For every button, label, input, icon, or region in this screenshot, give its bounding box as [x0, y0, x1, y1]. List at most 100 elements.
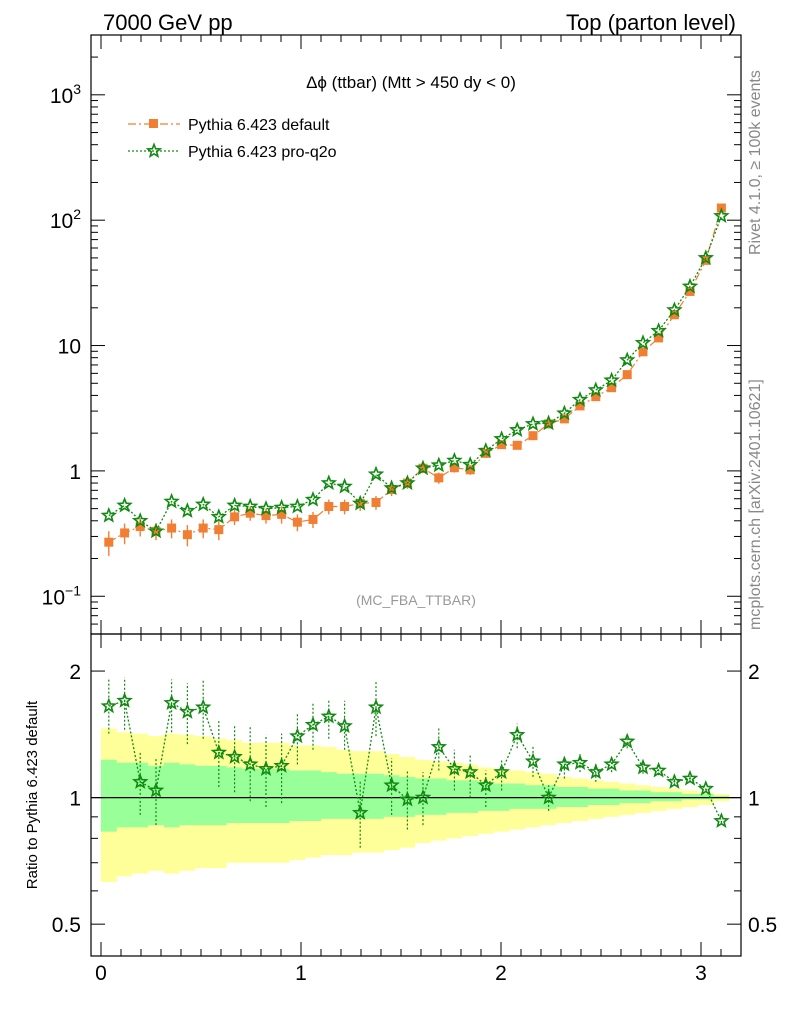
series-proq2o-point: [320, 474, 338, 491]
ratio-plot: 2 2 1 1 0.5 0.5 0 1 2 3: [52, 633, 777, 985]
series-proq2o-point: [681, 277, 699, 294]
series-default-point: [638, 347, 648, 357]
ratio-xtick-label: 1: [295, 962, 307, 985]
series-default-point: [528, 431, 538, 441]
ratio-series-point: [556, 755, 573, 772]
ratio-series-point: [289, 727, 306, 744]
series-default-point: [308, 514, 318, 524]
ratio-series-point: [446, 760, 463, 776]
plot-watermark: (MC_FBA_TTBAR): [356, 592, 476, 608]
series-proq2o-point: [461, 456, 479, 472]
main-ytick-label: 10: [58, 336, 81, 359]
ratio-series-point: [163, 694, 180, 710]
series-default-point: [230, 512, 240, 522]
series-proq2o-point: [414, 459, 432, 476]
series-default-point: [575, 401, 585, 411]
series-proq2o-point: [603, 371, 620, 388]
series-default-point: [465, 465, 475, 475]
ratio-ytick-label-left: 1: [69, 788, 81, 811]
ratio-ytick-label-right: 0.5: [748, 914, 777, 937]
series-proq2o-point: [477, 441, 495, 458]
series-proq2o-point: [257, 499, 275, 516]
series-default-point: [277, 509, 287, 519]
main-ytick-label: 1: [69, 461, 81, 484]
series-default-point: [355, 498, 365, 508]
series-proq2o-point: [556, 404, 573, 421]
legend-label-default: Pythia 6.423 default: [188, 117, 330, 134]
ratio-series-point: [304, 716, 322, 732]
series-default-point: [214, 525, 224, 535]
ratio-series-point: [320, 707, 338, 724]
main-ytick-label: 10−1: [42, 582, 82, 609]
series-default-line: [108, 207, 722, 543]
series-default-point: [104, 537, 114, 547]
ratio-series-point: [571, 754, 589, 770]
ratio-series-point: [100, 697, 118, 714]
ratio-series-point: [650, 761, 667, 778]
ratio-series-point: [697, 779, 715, 796]
series-default-point: [591, 392, 601, 402]
series-default-point: [167, 523, 177, 533]
series-default-point: [151, 526, 161, 536]
series-proq2o-point: [446, 451, 463, 468]
series-default-point: [292, 517, 302, 527]
legend-label-proq2o: Pythia 6.423 pro-q2o: [188, 144, 337, 161]
series-proq2o-point: [508, 421, 526, 438]
legend-marker-default: [149, 119, 158, 128]
ratio-series-point: [713, 812, 730, 828]
ratio-series-point: [540, 788, 557, 805]
series-proq2o-point: [100, 506, 118, 523]
series-proq2o-point: [383, 479, 400, 496]
ratio-ytick-label-right: 1: [748, 788, 760, 811]
series-default-point: [371, 497, 381, 507]
series-proq2o-point: [587, 381, 605, 398]
series-proq2o-point: [666, 301, 683, 318]
series-proq2o-point: [304, 490, 322, 507]
ratio-series-point: [618, 732, 636, 749]
series-proq2o-point: [618, 351, 636, 368]
mcplots-label: mcplots.cern.ch [arXiv:2401.10621]: [747, 379, 764, 630]
ratio-frame: [90, 633, 742, 957]
series-default-point: [340, 502, 350, 512]
ratio-series-point: [241, 755, 259, 772]
ratio-series-point: [210, 743, 228, 760]
ratio-series-point: [194, 698, 212, 715]
ratio-xtick-label: 3: [695, 962, 707, 985]
ratio-ylabel: Ratio to Pythia 6.423 default: [24, 700, 41, 889]
ratio-series-point: [524, 752, 542, 769]
ratio-series-point: [430, 738, 448, 754]
series-proq2o-point: [430, 456, 448, 473]
series-proq2o-point: [493, 430, 510, 446]
ratio-series-point: [414, 788, 432, 805]
series-default-point: [198, 523, 208, 533]
series-default-point: [669, 310, 679, 320]
series-proq2o-point: [210, 508, 228, 524]
series-proq2o-point: [336, 477, 353, 494]
ratio-series-point: [116, 692, 133, 708]
series-default-point: [245, 508, 255, 518]
series-proq2o-point: [116, 496, 133, 513]
ratio-xtick-label: 2: [495, 962, 507, 985]
ratio-series-point: [587, 763, 605, 780]
ratio-ytick-label-right: 2: [748, 661, 760, 684]
series-default-point: [418, 463, 428, 473]
series-proq2o-point: [226, 496, 243, 513]
main-ytick-label: 103: [50, 81, 81, 108]
series-default-point: [135, 522, 145, 532]
series-proq2o-point: [650, 322, 667, 338]
series-proq2o-point: [524, 415, 542, 431]
legend-star-icon: [145, 142, 163, 159]
series-default-point: [559, 414, 569, 424]
ratio-band-inner: [100, 759, 730, 832]
series-proq2o-point: [634, 334, 652, 350]
ratio-series-point: [681, 769, 699, 786]
ratio-series-point: [351, 804, 369, 820]
series-default-point: [654, 333, 664, 343]
header-left-label: 7000 GeV pp: [103, 10, 233, 35]
series-default-point: [512, 440, 522, 450]
ratio-series-point: [257, 760, 275, 776]
series-default-point: [622, 370, 632, 380]
series-default-point: [685, 286, 695, 296]
legend: Pythia 6.423 default Pythia 6.423 pro-q2…: [128, 117, 337, 161]
